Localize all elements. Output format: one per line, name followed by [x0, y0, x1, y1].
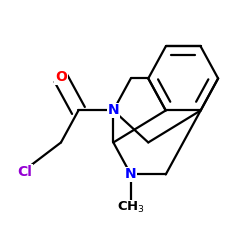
Text: O: O — [55, 70, 67, 84]
Text: N: N — [125, 168, 137, 181]
Text: Cl: Cl — [18, 164, 32, 178]
Text: N: N — [108, 104, 119, 118]
Text: CH$_3$: CH$_3$ — [117, 200, 145, 216]
